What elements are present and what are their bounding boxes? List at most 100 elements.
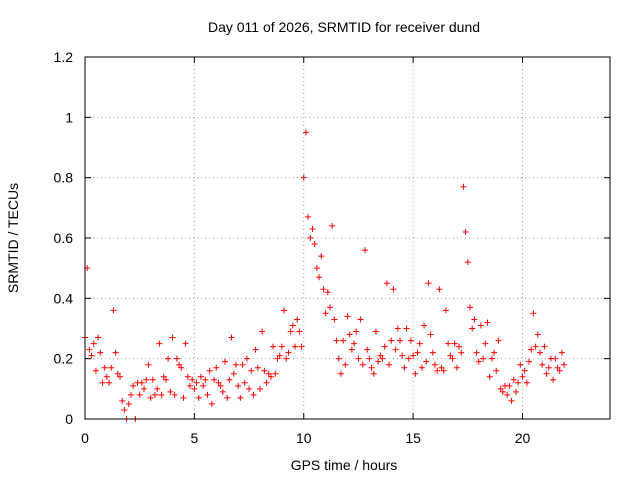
data-point	[364, 346, 371, 353]
data-point	[488, 355, 495, 362]
data-point	[235, 382, 242, 389]
data-point	[219, 388, 226, 395]
data-point	[414, 349, 421, 356]
data-point	[189, 376, 196, 383]
data-point	[228, 334, 235, 341]
data-point	[517, 361, 524, 368]
data-point	[162, 376, 169, 383]
data-point	[252, 346, 259, 353]
data-point	[237, 394, 244, 401]
data-point	[497, 385, 504, 392]
data-point	[469, 325, 476, 332]
data-point	[265, 370, 272, 377]
data-point	[412, 370, 419, 377]
data-point	[447, 352, 454, 359]
data-point	[307, 235, 314, 241]
data-point	[333, 337, 340, 344]
data-point	[561, 361, 568, 368]
data-point	[399, 352, 406, 359]
data-point	[261, 367, 268, 374]
data-point	[449, 355, 456, 362]
grid-lines	[85, 57, 610, 419]
data-point	[491, 349, 498, 356]
data-point	[136, 391, 143, 398]
data-point	[329, 222, 336, 229]
data-point	[362, 247, 368, 254]
data-point	[482, 340, 489, 347]
data-point	[416, 340, 423, 347]
y-tick-label: 1.2	[54, 49, 74, 65]
data-point	[484, 319, 491, 326]
data-point	[453, 364, 460, 371]
data-point	[200, 382, 207, 389]
data-point	[106, 379, 113, 386]
data-point	[197, 373, 204, 380]
data-point	[510, 376, 517, 383]
data-point	[158, 391, 165, 398]
data-point	[515, 379, 522, 386]
data-point	[324, 289, 331, 296]
data-point	[287, 328, 294, 335]
data-point	[342, 361, 349, 368]
data-point	[119, 397, 126, 404]
data-point	[226, 376, 233, 383]
data-point	[558, 349, 565, 356]
y-tick-label: 0.2	[54, 351, 74, 367]
data-point	[495, 337, 502, 344]
data-point	[141, 385, 148, 392]
data-point	[537, 349, 543, 356]
data-point	[357, 316, 364, 323]
data-point	[436, 286, 443, 293]
data-point	[464, 259, 471, 266]
x-tick-label: 15	[405, 430, 421, 446]
data-point	[263, 379, 270, 386]
y-tick-label: 0.6	[54, 230, 74, 246]
x-tick-label: 0	[81, 430, 89, 446]
data-point	[127, 391, 134, 398]
data-point	[550, 376, 557, 383]
data-point	[143, 376, 150, 383]
data-point	[346, 331, 353, 338]
data-point	[355, 355, 362, 362]
data-point	[270, 343, 277, 350]
data-point	[246, 385, 253, 392]
data-point	[432, 361, 438, 368]
data-point	[250, 391, 257, 398]
data-point	[397, 337, 403, 344]
data-point	[351, 340, 358, 347]
x-axis-label: GPS time / hours	[291, 457, 398, 473]
data-point	[460, 183, 467, 190]
data-point	[184, 373, 191, 380]
data-point	[267, 373, 274, 380]
data-point	[493, 367, 500, 374]
data-point	[530, 310, 537, 317]
data-point	[92, 367, 99, 374]
axis-ticks: 0 5 10 15 20 0 0.2 0.4 0.6 0.8 1 1.2	[54, 49, 610, 446]
data-point	[302, 129, 309, 136]
data-point	[486, 373, 493, 380]
data-point	[438, 364, 445, 371]
data-point	[176, 361, 183, 368]
data-point	[532, 343, 539, 350]
data-point	[125, 400, 132, 407]
data-point	[313, 265, 320, 272]
data-point	[366, 355, 373, 362]
data-point	[390, 286, 397, 293]
data-point	[353, 328, 360, 335]
data-point	[534, 331, 541, 338]
data-point	[121, 406, 128, 413]
data-point	[392, 346, 399, 353]
data-point	[182, 340, 189, 347]
data-point	[467, 304, 473, 311]
y-axis-label: SRMTID / TECUs	[5, 183, 21, 293]
data-point	[425, 280, 432, 287]
data-point	[337, 370, 344, 377]
data-point	[241, 379, 248, 386]
data-point	[375, 358, 382, 365]
data-point	[180, 394, 187, 401]
data-point	[394, 325, 401, 332]
data-point	[545, 364, 552, 371]
data-point	[462, 228, 469, 235]
data-point	[178, 364, 185, 371]
